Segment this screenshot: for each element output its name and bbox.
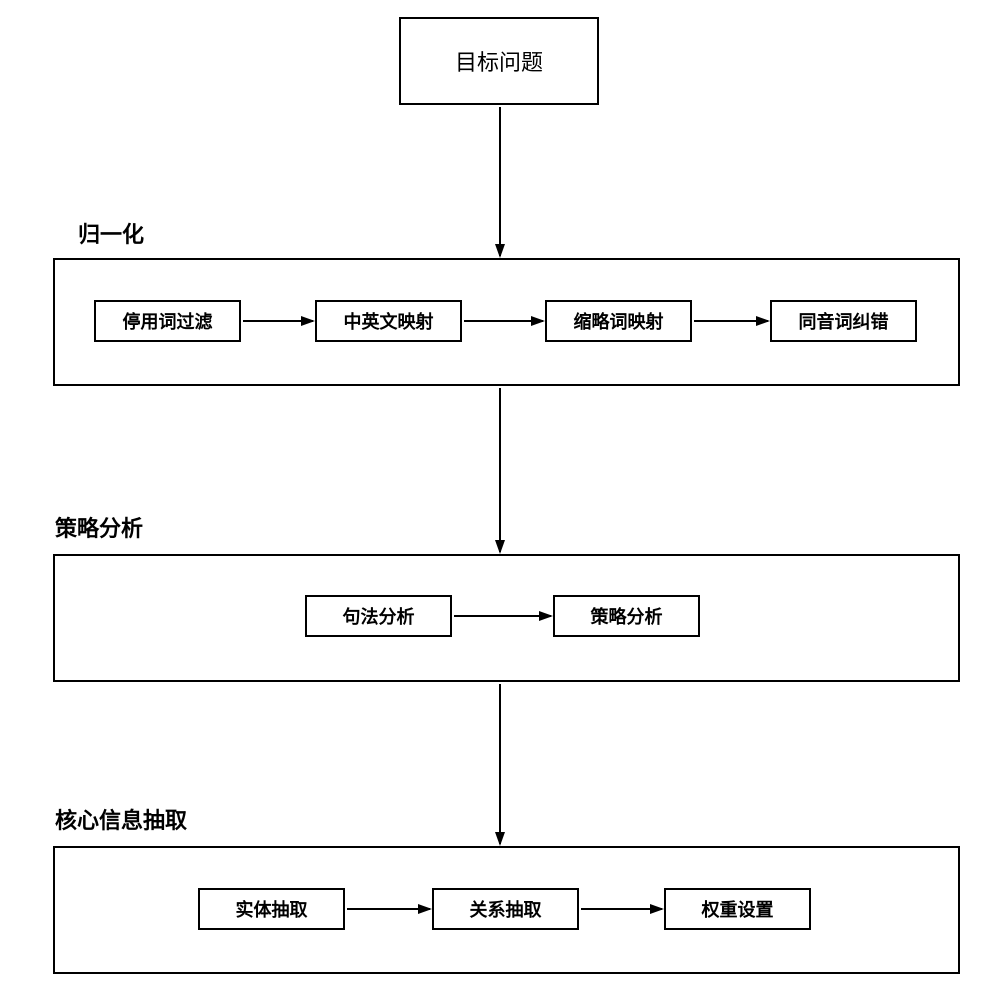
strategy-step-2-label: 策略分析 <box>591 603 663 629</box>
extract-step-2: 关系抽取 <box>432 888 579 930</box>
extract-step-3: 权重设置 <box>664 888 811 930</box>
normalize-step-1-label: 停用词过滤 <box>123 308 213 334</box>
extract-step-3-label: 权重设置 <box>702 896 774 922</box>
extract-step-2-label: 关系抽取 <box>470 896 542 922</box>
normalize-step-1: 停用词过滤 <box>94 300 241 342</box>
strategy-step-1: 句法分析 <box>305 595 452 637</box>
section-title-strategy: 策略分析 <box>55 511 143 543</box>
normalize-step-2-label: 中英文映射 <box>344 308 434 334</box>
top-box-label: 目标问题 <box>455 45 543 77</box>
flowchart-canvas: 目标问题 归一化 停用词过滤 中英文映射 缩略词映射 同音词纠错 策略分析 句法… <box>0 0 1000 1000</box>
normalize-step-2: 中英文映射 <box>315 300 462 342</box>
strategy-step-2: 策略分析 <box>553 595 700 637</box>
section-container-strategy <box>53 554 960 682</box>
strategy-step-1-label: 句法分析 <box>343 603 415 629</box>
normalize-step-3: 缩略词映射 <box>545 300 692 342</box>
extract-step-1-label: 实体抽取 <box>236 896 308 922</box>
normalize-step-4: 同音词纠错 <box>770 300 917 342</box>
normalize-step-3-label: 缩略词映射 <box>574 308 664 334</box>
top-box: 目标问题 <box>399 17 599 105</box>
section-title-normalize: 归一化 <box>78 217 144 249</box>
section-title-extract: 核心信息抽取 <box>55 803 187 835</box>
normalize-step-4-label: 同音词纠错 <box>799 308 889 334</box>
extract-step-1: 实体抽取 <box>198 888 345 930</box>
